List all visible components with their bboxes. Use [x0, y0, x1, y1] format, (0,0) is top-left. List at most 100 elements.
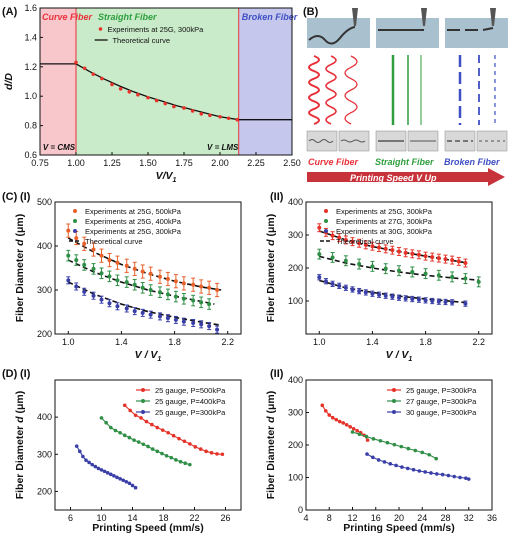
data-point — [82, 262, 87, 267]
label-straight-fiber: Straight Fiber — [375, 157, 434, 167]
plot-frame — [39, 7, 293, 156]
data-point — [417, 469, 422, 473]
curve-squiggle — [325, 55, 337, 125]
data-point — [199, 300, 204, 305]
data-point — [226, 116, 231, 121]
y-tick-label: 0.6 — [24, 150, 37, 160]
panel-label-a: (A) — [2, 6, 18, 18]
x-tick-label: 16 — [371, 513, 381, 523]
panel-label-c1: (I) — [20, 191, 31, 203]
data-point — [115, 304, 120, 309]
data-point — [436, 299, 441, 304]
data-point — [74, 444, 79, 448]
data-point — [411, 467, 416, 472]
x-tick-label: 1.0 — [313, 337, 326, 347]
micrograph-fiber — [340, 139, 366, 143]
data-point — [183, 461, 187, 466]
data-point — [100, 76, 104, 81]
data-point — [466, 477, 471, 481]
data-point — [350, 287, 355, 292]
chart-d1: 6 10 14 18 22 26 200 300 400 25 gauge, P=500kPa 25… — [14, 379, 242, 533]
data-point — [343, 258, 348, 263]
data-point — [215, 452, 219, 456]
y-axis-label-symbol: d — [265, 239, 277, 246]
data-point — [109, 425, 113, 430]
x-tick-label: 12 — [347, 513, 357, 523]
data-point — [91, 266, 96, 271]
region-label: Straight Fiber — [98, 12, 157, 22]
data-point — [357, 289, 362, 294]
data-point — [383, 266, 388, 271]
data-point — [399, 444, 404, 449]
data-point — [84, 458, 88, 463]
data-point — [91, 293, 96, 298]
y-axis-label-symbol: d — [14, 239, 26, 246]
data-point — [207, 302, 212, 307]
x-axis-label: V / V1 — [135, 349, 162, 363]
data-point — [164, 453, 169, 458]
y-tick-label: 100 — [288, 296, 303, 306]
data-point — [377, 245, 382, 250]
data-point — [430, 299, 435, 303]
region-label: Curve Fiber — [42, 12, 93, 22]
data-point — [105, 471, 110, 475]
data-point — [96, 466, 101, 471]
legend-marker — [392, 388, 396, 392]
data-point — [122, 403, 127, 408]
data-point — [113, 428, 118, 433]
legend-marker — [324, 219, 328, 223]
data-point — [385, 440, 390, 445]
data-point — [443, 299, 448, 304]
legend-marker — [98, 27, 103, 31]
data-point — [66, 253, 71, 258]
data-point — [363, 290, 368, 295]
data-point — [434, 456, 439, 461]
data-point — [127, 481, 132, 486]
curve-photo — [307, 18, 370, 48]
data-point — [355, 428, 359, 433]
data-point — [388, 462, 393, 466]
data-point — [394, 463, 398, 468]
data-point — [443, 257, 448, 262]
chart-c2: 1.0 1.4 1.8 2.2 100 200 300 400 Experiments at 2… — [265, 197, 493, 363]
x-tick-label: 24 — [417, 513, 427, 523]
y-tick-label: 300 — [288, 230, 303, 240]
data-point — [148, 271, 153, 276]
y-tick-label: 200 — [288, 263, 303, 273]
data-point — [351, 426, 356, 431]
data-point — [146, 444, 150, 449]
data-point — [132, 282, 137, 287]
data-point — [139, 416, 143, 420]
data-point — [218, 114, 222, 119]
x-tick-label: 0.75 — [31, 158, 49, 168]
data-point — [456, 259, 461, 264]
x-tick-label: 1.25 — [103, 158, 121, 168]
data-point — [154, 98, 159, 103]
data-point — [410, 269, 415, 274]
x-tick-label: 14 — [127, 513, 137, 523]
y-axis-label-unit: (μm) — [14, 214, 26, 237]
data-point — [146, 95, 150, 100]
data-point — [191, 282, 196, 287]
legend-label: Experiments at 30G, 300kPa — [336, 227, 433, 236]
data-point — [82, 241, 87, 246]
data-point — [371, 455, 375, 460]
data-point — [74, 236, 79, 241]
data-point — [215, 327, 220, 332]
data-point — [370, 291, 375, 296]
y-axis-label: d/D — [3, 73, 15, 90]
data-point — [406, 446, 411, 451]
data-point — [124, 280, 129, 285]
data-point — [392, 442, 397, 447]
legend-label: Experiments at 25G, 500kPa — [85, 207, 182, 216]
data-point — [450, 274, 455, 279]
data-point — [127, 89, 132, 94]
legend-label: Theoretical curve — [336, 237, 394, 246]
data-point — [464, 476, 468, 480]
y-tick-label: 300 — [37, 449, 52, 459]
data-point — [397, 295, 401, 300]
data-point — [173, 317, 178, 322]
x-tick-label: 36 — [487, 513, 497, 523]
y-tick-label: 400 — [37, 412, 52, 422]
data-point — [165, 277, 170, 281]
